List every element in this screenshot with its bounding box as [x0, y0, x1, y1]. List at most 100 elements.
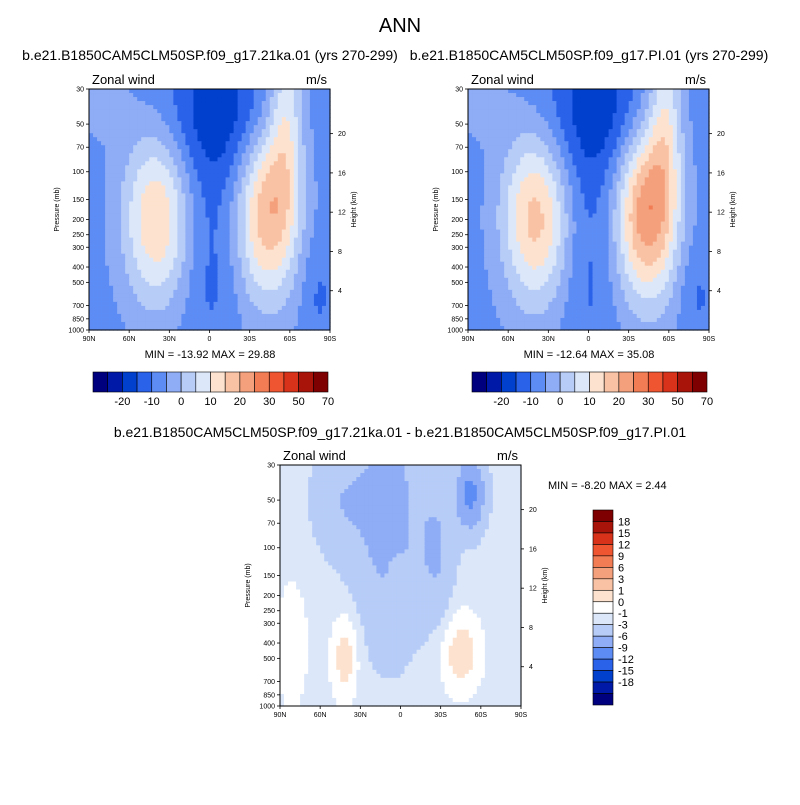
contour-cell — [117, 254, 122, 259]
contour-cell — [89, 153, 94, 158]
contour-cell — [617, 129, 622, 134]
contour-cell — [544, 113, 549, 118]
contour-cell — [141, 177, 146, 182]
contour-cell — [488, 125, 493, 130]
contour-cell — [145, 185, 150, 190]
contour-cell — [185, 189, 190, 194]
contour-cell — [306, 290, 311, 295]
contour-cell — [560, 145, 565, 150]
contour-cell — [125, 165, 130, 170]
contour-cell — [637, 121, 642, 126]
contour-cell — [177, 117, 182, 122]
contour-cell — [609, 113, 614, 118]
contour-cell — [133, 101, 138, 106]
contour-cell — [314, 286, 319, 291]
contour-cell — [286, 274, 291, 279]
contour-cell — [310, 109, 315, 114]
contour-cell — [201, 266, 206, 271]
contour-cell — [181, 278, 186, 283]
contour-cell — [222, 97, 227, 102]
contour-cell — [657, 97, 662, 102]
contour-cell — [145, 117, 150, 122]
contour-cell — [97, 109, 102, 114]
contour-cell — [496, 93, 501, 98]
contour-cell — [673, 113, 678, 118]
colorbar-swatch — [166, 372, 181, 392]
contour-cell — [286, 113, 291, 118]
contour-cell — [532, 121, 537, 126]
contour-cell — [314, 109, 319, 114]
contour-cell — [270, 125, 275, 130]
contour-cell — [274, 270, 279, 275]
contour-cell — [109, 274, 114, 279]
contour-cell — [210, 310, 215, 315]
contour-cell — [177, 262, 182, 267]
contour-cell — [681, 101, 686, 106]
contour-cell — [201, 169, 206, 174]
contour-cell — [153, 226, 158, 231]
contour-cell — [250, 230, 255, 235]
contour-cell — [274, 177, 279, 182]
contour-cell — [274, 141, 279, 146]
contour-cell — [613, 121, 618, 126]
contour-cell — [532, 149, 537, 154]
contour-cell — [242, 254, 247, 259]
contour-cell — [601, 145, 606, 150]
contour-cell — [97, 121, 102, 126]
contour-cell — [480, 161, 485, 166]
contour-cell — [117, 129, 122, 134]
contour-cell — [605, 133, 610, 138]
contour-cell — [109, 129, 114, 134]
contour-cell — [189, 161, 194, 166]
contour-cell — [93, 278, 98, 283]
contour-cell — [254, 214, 259, 219]
contour-cell — [193, 318, 198, 323]
contour-cell — [238, 222, 243, 227]
contour-cell — [205, 226, 210, 231]
contour-cell — [161, 302, 166, 307]
contour-cell — [661, 165, 666, 170]
contour-cell — [649, 149, 654, 154]
contour-cell — [246, 157, 251, 162]
contour-cell — [201, 185, 206, 190]
contour-cell — [278, 137, 283, 142]
contour-cell — [129, 218, 134, 223]
contour-cell — [201, 298, 206, 303]
contour-cell — [222, 133, 227, 138]
contour-cell — [125, 109, 130, 114]
contour-cell — [89, 133, 94, 138]
contour-cell — [205, 189, 210, 194]
contour-cell — [641, 113, 646, 118]
contour-cell — [173, 266, 178, 271]
contour-cell — [226, 230, 231, 235]
contour-cell — [149, 298, 154, 303]
contour-cell — [149, 322, 154, 327]
contour-cell — [181, 105, 186, 110]
contour-cell — [230, 242, 235, 247]
contour-cell — [218, 298, 223, 303]
contour-cell — [246, 129, 251, 134]
contour-cell — [193, 101, 198, 106]
contour-cell — [133, 314, 138, 319]
contour-cell — [254, 302, 259, 307]
contour-cell — [137, 121, 142, 126]
contour-cell — [117, 101, 122, 106]
contour-cell — [153, 165, 158, 170]
contour-cell — [129, 222, 134, 227]
contour-cell — [173, 278, 178, 283]
contour-cell — [274, 310, 279, 315]
contour-cell — [101, 93, 106, 98]
contour-cell — [306, 230, 311, 235]
contour-cell — [189, 242, 194, 247]
contour-cell — [169, 262, 174, 267]
contour-cell — [238, 181, 243, 186]
contour-cell — [544, 133, 549, 138]
contour-cell — [109, 214, 114, 219]
contour-cell — [105, 230, 110, 235]
contour-cell — [520, 89, 525, 94]
contour-cell — [484, 89, 489, 94]
contour-cell — [496, 129, 501, 134]
contour-cell — [480, 101, 485, 106]
contour-cell — [125, 322, 130, 327]
contour-cell — [238, 101, 243, 106]
